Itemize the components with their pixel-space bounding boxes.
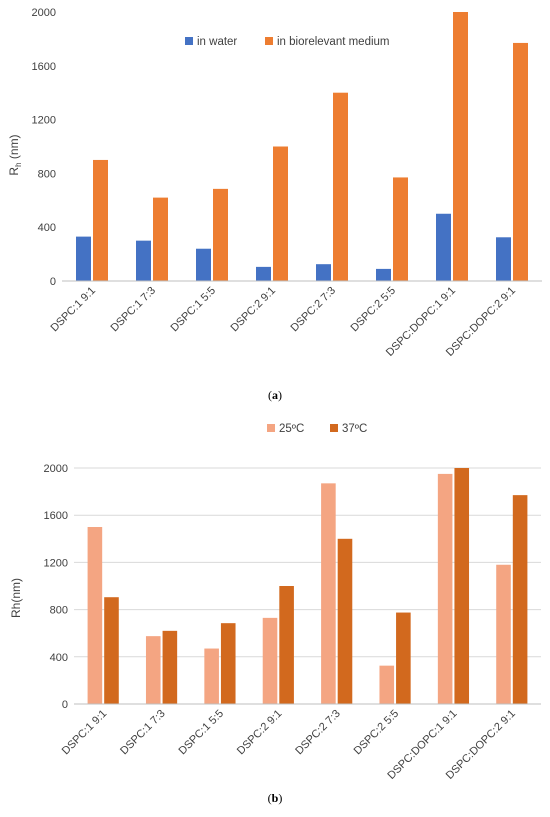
caption-letter: b	[272, 791, 279, 805]
bar	[513, 42, 528, 282]
y-tick-label: 1600	[44, 510, 68, 522]
caption-letter: a	[272, 388, 278, 402]
legend-swatch	[330, 424, 338, 432]
y-tick-label: 400	[50, 652, 68, 664]
y-tick-label: 800	[50, 605, 68, 617]
x-tick-label: DSPC:1 9:1	[60, 708, 110, 758]
bar	[512, 495, 528, 704]
y-tick-label: 0	[62, 699, 68, 711]
y-tick-label: 1200	[32, 115, 56, 127]
bar	[162, 630, 178, 704]
bar	[145, 636, 161, 704]
y-axis-title-main: R	[7, 167, 21, 176]
figure-caption: (a)	[268, 388, 282, 402]
bar	[376, 268, 391, 281]
bar	[436, 213, 451, 281]
figure-caption: (b)	[268, 791, 283, 805]
y-tick-label: 0	[50, 276, 56, 288]
bar	[321, 483, 336, 704]
x-tick-label: DSPC:2 5:5	[349, 285, 399, 335]
bar	[337, 538, 353, 704]
legend-label: in water	[197, 36, 237, 48]
y-tick-label: 800	[38, 168, 56, 180]
y-axis-title-unit: (nm)	[7, 134, 21, 162]
bar	[437, 473, 453, 704]
x-tick-label: DSPC:1 5:5	[176, 708, 226, 758]
bar	[256, 266, 271, 281]
bar	[93, 159, 108, 281]
legend-label: 25ºC	[279, 423, 304, 435]
y-tick-label: 2000	[44, 463, 68, 475]
bar	[87, 527, 103, 704]
x-tick-label: DSPC:1 7:3	[109, 285, 159, 335]
y-tick-label: 1200	[44, 557, 68, 569]
y-tick-label: 2000	[32, 7, 56, 19]
bar	[136, 240, 151, 281]
bar	[262, 617, 278, 704]
bar	[204, 648, 219, 704]
bar	[196, 248, 211, 281]
bar	[333, 92, 348, 281]
x-tick-label: DSPC:2 9:1	[229, 285, 279, 335]
y-tick-label: 400	[38, 222, 56, 234]
bar	[496, 237, 511, 281]
x-tick-label: DSPC:1 7:3	[118, 708, 168, 758]
x-tick-label: DSPC:2 7:3	[289, 285, 339, 335]
y-tick-label: 1600	[32, 61, 56, 73]
x-tick-label: DSPC:1 9:1	[49, 285, 99, 335]
x-tick-label: DSPC:1 5:5	[169, 285, 219, 335]
legend-swatch	[267, 424, 275, 432]
bar	[213, 188, 228, 281]
legend-label: in biorelevant medium	[277, 36, 390, 48]
x-tick-label: DSPC:2 5:5	[352, 708, 402, 758]
bar	[393, 177, 408, 281]
legend-swatch	[185, 37, 193, 45]
bar	[220, 623, 236, 704]
bar	[104, 597, 119, 704]
bar	[316, 264, 331, 281]
bar	[453, 12, 468, 281]
bar	[279, 586, 294, 704]
x-tick-label: DSPC:2 7:3	[293, 708, 343, 758]
bar	[273, 146, 288, 281]
caption-open: (	[268, 791, 272, 805]
y-axis-title: Rh (nm)	[7, 134, 23, 175]
y-axis-title-sub: h	[14, 162, 23, 166]
y-axis-title: Rh(nm)	[9, 578, 23, 618]
legend-label: 37ºC	[342, 423, 367, 435]
y-axis-title-main: Rh	[9, 603, 23, 618]
y-axis-title-unit: (nm)	[9, 578, 23, 603]
bar	[153, 197, 168, 281]
x-tick-label: DSPC:2 9:1	[235, 708, 285, 758]
caption-open: (	[268, 388, 272, 402]
caption-close: )	[278, 388, 282, 402]
legend-swatch	[265, 37, 273, 45]
bar	[454, 468, 470, 704]
bar	[396, 612, 411, 704]
bar	[496, 564, 511, 704]
bar	[379, 665, 395, 704]
caption-close: )	[278, 791, 282, 805]
bar	[76, 236, 91, 281]
